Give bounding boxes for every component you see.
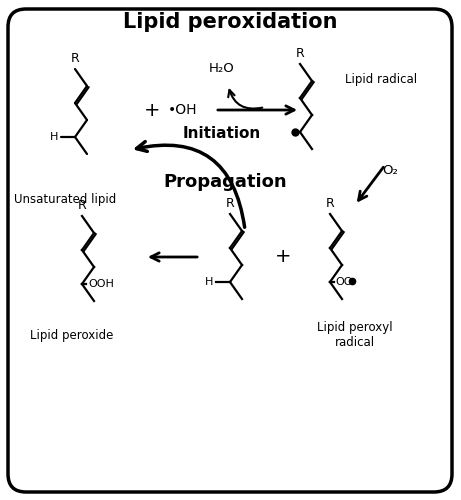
Text: Initiation: Initiation bbox=[183, 126, 261, 142]
Text: R: R bbox=[225, 197, 234, 210]
Text: OO: OO bbox=[335, 277, 353, 287]
Text: +: + bbox=[144, 100, 160, 119]
Text: •OH: •OH bbox=[168, 103, 198, 117]
Text: H₂O: H₂O bbox=[209, 62, 235, 74]
Text: R: R bbox=[296, 47, 304, 60]
Text: H: H bbox=[50, 132, 58, 142]
Text: Lipid peroxide: Lipid peroxide bbox=[30, 328, 114, 342]
Text: Propagation: Propagation bbox=[163, 173, 287, 191]
FancyBboxPatch shape bbox=[8, 9, 452, 492]
Text: R: R bbox=[325, 197, 334, 210]
Text: OOH: OOH bbox=[88, 279, 114, 289]
Text: Lipid peroxyl
radical: Lipid peroxyl radical bbox=[317, 321, 393, 349]
Text: R: R bbox=[71, 52, 79, 65]
Text: R: R bbox=[77, 199, 86, 212]
Text: Lipid peroxidation: Lipid peroxidation bbox=[123, 12, 337, 32]
Text: +: + bbox=[275, 248, 291, 266]
Text: Lipid radical: Lipid radical bbox=[345, 74, 417, 86]
Text: Unsaturated lipid: Unsaturated lipid bbox=[14, 194, 116, 206]
Text: H: H bbox=[205, 277, 213, 287]
Text: O₂: O₂ bbox=[382, 164, 398, 176]
